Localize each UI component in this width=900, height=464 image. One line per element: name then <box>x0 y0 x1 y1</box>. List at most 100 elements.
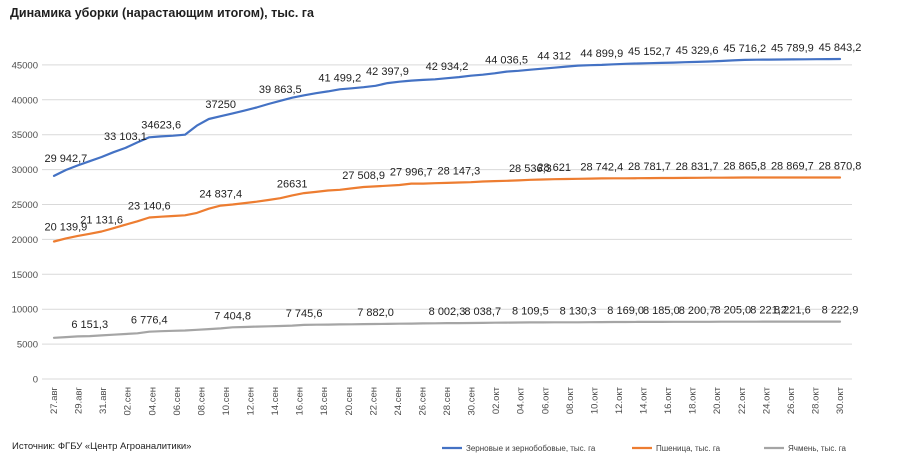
x-tick-label: 14.сен <box>270 387 281 416</box>
data-label: 42 397,9 <box>366 66 409 78</box>
data-label: 45 843,2 <box>819 42 862 54</box>
data-label: 28 781,7 <box>628 161 671 173</box>
y-tick-label: 20000 <box>12 235 38 246</box>
x-tick-label: 18.окт <box>688 386 699 414</box>
data-label: 29 942,7 <box>44 153 87 165</box>
x-tick-label: 02.сен <box>123 387 134 416</box>
y-tick-label: 5000 <box>17 340 38 351</box>
data-label: 28 831,7 <box>676 161 719 173</box>
y-tick-label: 30000 <box>12 165 38 176</box>
series-lines <box>52 57 842 339</box>
x-tick-label: 28.окт <box>810 386 821 414</box>
y-axis-ticks: 0 5000 10000 15000 20000 25000 30000 35000 40000… <box>12 60 38 385</box>
data-label: 24 837,4 <box>199 189 242 201</box>
legend-entry: Зерновые и зернобобовые, тыс. га <box>466 444 596 453</box>
data-label: 28 869,7 <box>771 160 814 172</box>
legend: Зерновые и зернобобовые, тыс. га Пшеница,… <box>442 444 847 453</box>
series-line-0 <box>52 57 842 177</box>
data-label: 27 508,9 <box>342 170 385 182</box>
data-label: 8 109,5 <box>512 305 549 317</box>
source-note: Источник: ФГБУ «Центр Агроаналитики» <box>12 441 192 452</box>
data-label: 45 329,6 <box>676 45 719 57</box>
data-label: 45 152,7 <box>628 46 671 58</box>
data-label: 34623,6 <box>141 119 181 131</box>
data-label: 8 221,6 <box>774 305 811 317</box>
data-label: 28 865,8 <box>723 161 766 173</box>
data-label: 28 536,3 <box>509 163 552 175</box>
x-tick-label: 12.сен <box>246 387 257 416</box>
x-tick-label: 30.окт <box>835 386 846 414</box>
x-tick-label: 16.сен <box>295 387 306 416</box>
data-label: 8 169,0 <box>607 305 644 317</box>
x-tick-label: 26.окт <box>786 386 797 414</box>
x-tick-label: 31.авг <box>98 386 109 414</box>
data-label: 6 151,3 <box>71 319 108 331</box>
x-tick-label: 24.сен <box>393 387 404 416</box>
data-label: 44 036,5 <box>485 55 528 67</box>
data-label: 8 200,7 <box>679 305 716 317</box>
x-tick-label: 29.авг <box>74 386 85 414</box>
x-tick-label: 28.сен <box>442 387 453 416</box>
gridlines <box>42 64 852 380</box>
x-tick-label: 22.сен <box>368 387 379 416</box>
data-label: 42 934,2 <box>426 61 469 73</box>
y-tick-label: 45000 <box>12 60 38 71</box>
x-tick-label: 18.сен <box>319 387 330 416</box>
x-tick-label: 08.окт <box>565 386 576 414</box>
chart-title: Динамика уборки (нарастающим итогом), ты… <box>10 6 314 20</box>
y-tick-label: 25000 <box>12 200 38 211</box>
data-label: 28 742,4 <box>580 161 623 173</box>
data-label: 28 870,8 <box>819 160 862 172</box>
series-line-1 <box>52 176 842 243</box>
data-label: 8 222,9 <box>822 305 859 317</box>
x-tick-label: 08.сен <box>196 387 207 416</box>
x-tick-label: 26.сен <box>417 387 428 416</box>
data-label: 28 147,3 <box>437 166 480 178</box>
x-tick-label: 20.окт <box>712 386 723 414</box>
data-label: 8 185,0 <box>643 305 680 317</box>
x-tick-label: 12.окт <box>614 386 625 414</box>
data-label: 8 221,2 <box>750 305 787 317</box>
x-tick-label: 06.сен <box>172 387 183 416</box>
x-tick-label: 06.окт <box>540 386 551 414</box>
x-tick-label: 22.окт <box>737 386 748 414</box>
data-label: 7 882,0 <box>357 307 394 319</box>
y-tick-label: 15000 <box>12 270 38 281</box>
series-line-2 <box>52 320 842 339</box>
x-tick-label: 10.сен <box>221 387 232 416</box>
data-label: 44 312 <box>537 51 571 63</box>
legend-entry: Пшеница, тыс. га <box>656 444 721 453</box>
data-label: 33 103,1 <box>104 131 147 143</box>
data-label: 8 038,7 <box>464 306 501 318</box>
x-tick-label: 16.окт <box>663 386 674 414</box>
data-label: 21 131,6 <box>80 215 123 227</box>
data-label: 39 863,5 <box>259 84 302 96</box>
x-tick-label: 24.окт <box>761 386 772 414</box>
data-label: 20 139,9 <box>44 221 87 233</box>
x-tick-label: 20.сен <box>344 387 355 416</box>
data-label: 44 899,9 <box>580 48 623 60</box>
data-label: 7 404,8 <box>214 310 251 322</box>
data-label: 28 621 <box>537 162 571 174</box>
x-tick-label: 14.окт <box>639 386 650 414</box>
data-label: 7 745,6 <box>286 308 323 320</box>
y-tick-label: 40000 <box>12 95 38 106</box>
x-tick-label: 27.авг <box>49 386 60 414</box>
data-label: 45 716,2 <box>723 43 766 55</box>
data-label: 8 002,3 <box>429 306 466 318</box>
data-label: 8 205,0 <box>714 305 751 317</box>
x-tick-label: 30.сен <box>467 387 478 416</box>
data-label: 37250 <box>205 99 236 111</box>
x-tick-label: 04.сен <box>147 387 158 416</box>
y-tick-label: 35000 <box>12 130 38 141</box>
y-tick-label: 0 <box>33 375 38 386</box>
x-axis-ticks: 27.авг 29.авг 31.авг 02.сен 04.сен 06.сен 08.с… <box>49 386 846 415</box>
data-label: 23 140,6 <box>128 200 171 212</box>
y-tick-label: 10000 <box>12 305 38 316</box>
data-label: 27 996,7 <box>390 167 433 179</box>
data-label: 26631 <box>277 178 308 190</box>
x-tick-label: 10.окт <box>589 386 600 414</box>
data-label: 45 789,9 <box>771 42 814 54</box>
